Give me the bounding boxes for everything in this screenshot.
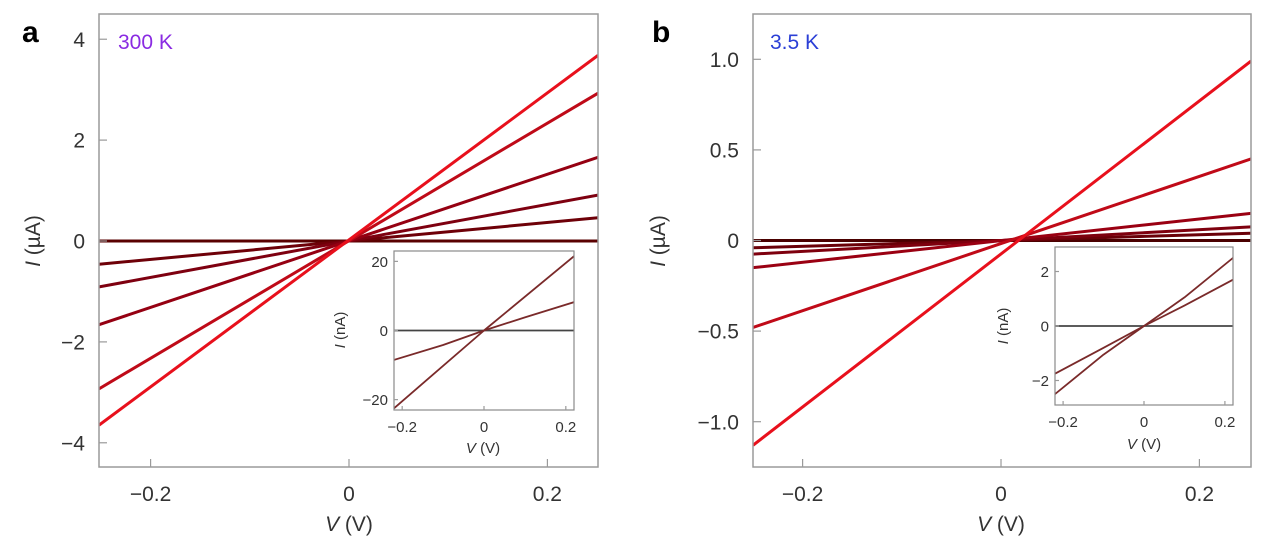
x-tick-label: −0.2 bbox=[387, 419, 417, 436]
panel-a-series bbox=[99, 54, 598, 427]
panel-b-series bbox=[753, 59, 1251, 447]
x-tick-label: 0 bbox=[480, 419, 488, 436]
y-axis-var: I bbox=[647, 261, 670, 267]
y-tick-label: 2 bbox=[73, 130, 85, 153]
y-tick-label: 0.5 bbox=[710, 139, 739, 162]
inset-y-axis-unit: (nA) bbox=[995, 308, 1012, 341]
panel-b-inset-series bbox=[1055, 257, 1233, 395]
inset-x-axis-unit: (V) bbox=[1137, 436, 1161, 453]
series-curve-6 bbox=[753, 59, 1251, 447]
panel-b-y-axis-label: I (µA) bbox=[647, 215, 670, 267]
temperature-label-3.5K: 3.5 K bbox=[770, 31, 819, 54]
panel-a-axes: 420−2−4−0.2 0 0.2 bbox=[61, 29, 562, 506]
x-tick-label: −0.2 bbox=[782, 483, 823, 506]
panel-a-inset-series bbox=[394, 255, 574, 409]
inset-x-axis-var: V bbox=[466, 440, 478, 457]
y-tick-label: 2 bbox=[1041, 264, 1049, 281]
inset-y-axis-unit: (nA) bbox=[332, 312, 349, 345]
inset-y-axis-var: I bbox=[995, 340, 1012, 344]
x-tick-label: −0.2 bbox=[130, 483, 171, 506]
panel-b-inset: 2 0 −2 −0.2 0 0.2 V (V) I (nA) bbox=[995, 246, 1235, 453]
x-tick-label: 0.2 bbox=[533, 483, 562, 506]
y-axis-unit: (µA) bbox=[22, 215, 45, 261]
y-tick-label: 0 bbox=[73, 231, 85, 254]
x-tick-label: 0.2 bbox=[555, 419, 576, 436]
panel-a-y-axis-label: I (µA) bbox=[22, 215, 45, 267]
series-inset-curve-3 bbox=[1055, 257, 1233, 395]
y-tick-label: 20 bbox=[371, 254, 388, 271]
x-tick-label: −0.2 bbox=[1048, 414, 1078, 431]
x-axis-var: V bbox=[325, 513, 341, 536]
x-tick-label: 0.2 bbox=[1185, 483, 1214, 506]
y-tick-label: −0.5 bbox=[698, 321, 739, 344]
y-axis-unit: (µA) bbox=[647, 215, 670, 261]
panel-b-inset-x-axis-label: V (V) bbox=[1127, 436, 1161, 453]
y-tick-label: 0 bbox=[1041, 318, 1049, 335]
y-tick-label: −4 bbox=[61, 432, 85, 455]
y-tick-label: 1.0 bbox=[710, 49, 739, 72]
y-tick-label: −2 bbox=[1032, 373, 1049, 390]
panel-a-x-axis-label: V (V) bbox=[325, 513, 373, 536]
y-tick-label: 4 bbox=[73, 29, 85, 52]
temperature-label-300K: 300 K bbox=[118, 31, 173, 54]
x-axis-unit: (V) bbox=[991, 513, 1025, 536]
x-tick-label: 0 bbox=[1140, 414, 1148, 431]
y-tick-label: −20 bbox=[363, 392, 388, 409]
series-curve-5 bbox=[753, 157, 1251, 329]
y-tick-label: −2 bbox=[61, 331, 85, 354]
panel-b-inset-y-axis-label: I (nA) bbox=[995, 308, 1012, 345]
inset-y-axis-var: I bbox=[332, 344, 349, 348]
series-curve-6 bbox=[99, 54, 598, 427]
panel-a: a 420−2−4−0.2 0 0.2 300 K V (V) I (µA) 200… bbox=[22, 13, 599, 536]
x-tick-label: 0 bbox=[995, 483, 1007, 506]
panel-a-inset: 20 0 −20 −0.2 0 0.2 V (V) I (nA) bbox=[332, 250, 577, 457]
panel-a-inset-y-axis-label: I (nA) bbox=[332, 312, 349, 349]
panel-b: b 1.0 0.5 0 −0.5 −1.0 −0.2 0 0.2 3.5 K V (V) I … bbox=[647, 13, 1252, 536]
series-inset-curve-3 bbox=[394, 255, 574, 409]
x-axis-unit: (V) bbox=[339, 513, 373, 536]
inset-x-axis-unit: (V) bbox=[476, 440, 500, 457]
y-tick-label: −1.0 bbox=[698, 411, 739, 434]
x-tick-label: 0.2 bbox=[1214, 414, 1235, 431]
panel-b-axes: 1.0 0.5 0 −0.5 −1.0 −0.2 0 0.2 bbox=[698, 49, 1214, 506]
panel-b-x-axis-label: V (V) bbox=[977, 513, 1025, 536]
y-axis-var: I bbox=[22, 261, 45, 267]
x-axis-var: V bbox=[977, 513, 993, 536]
x-tick-label: 0 bbox=[343, 483, 355, 506]
y-tick-label: 0 bbox=[727, 230, 739, 253]
inset-x-axis-var: V bbox=[1127, 436, 1139, 453]
panel-a-inset-axes: 20 0 −20 −0.2 0 0.2 bbox=[363, 254, 577, 436]
panel-letter-a: a bbox=[22, 16, 39, 49]
series-curve-4 bbox=[753, 211, 1251, 270]
panel-a-inset-x-axis-label: V (V) bbox=[466, 440, 500, 457]
panel-letter-b: b bbox=[652, 16, 670, 49]
y-tick-label: 0 bbox=[380, 323, 388, 340]
panel-b-inset-axes: 2 0 −2 −0.2 0 0.2 bbox=[1032, 264, 1235, 431]
